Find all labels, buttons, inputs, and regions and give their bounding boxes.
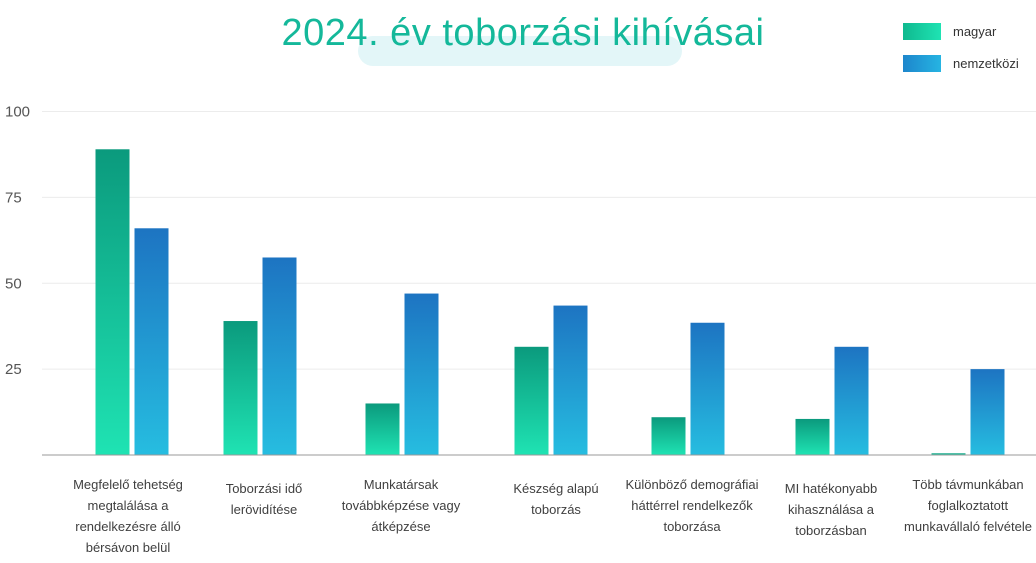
bar-magyar[interactable] xyxy=(651,417,686,455)
legend-swatch-magyar xyxy=(903,22,941,40)
x-tick-label: Megfelelő tehetség megtalálása a rendelk… xyxy=(73,477,183,555)
bar-magyar[interactable] xyxy=(95,149,130,455)
x-tick-label: MI hatékonyabb kihasználása a toborzásba… xyxy=(784,481,878,538)
title-highlight xyxy=(358,36,682,66)
y-tick-label: 75 xyxy=(5,189,22,206)
y-tick-label: 25 xyxy=(5,361,22,378)
x-tick-label: Több távmunkában foglalkoztatott munkavá… xyxy=(904,477,1032,534)
legend-label: magyar xyxy=(953,23,997,39)
bar-nemzetkozi[interactable] xyxy=(404,293,439,455)
bar-magyar[interactable] xyxy=(514,346,549,455)
bar-magyar[interactable] xyxy=(795,418,830,455)
bar-nemzetkozi[interactable] xyxy=(834,346,869,455)
legend-swatch-nemzetkozi xyxy=(903,54,941,72)
bar-magyar[interactable] xyxy=(931,453,966,455)
x-tick-label: Különböző demográfiai háttérrel rendelke… xyxy=(625,477,759,534)
x-tick-label: Toborzási idő lerövidítése xyxy=(225,481,303,517)
y-tick-label: 50 xyxy=(5,275,22,292)
bar-nemzetkozi[interactable] xyxy=(970,369,1005,455)
chart-title: 2024. év toborzási kihívásai xyxy=(281,12,765,54)
bar-nemzetkozi[interactable] xyxy=(690,322,725,455)
x-tick-label: Készség alapú toborzás xyxy=(513,481,599,517)
bar-nemzetkozi[interactable] xyxy=(262,257,297,455)
legend-label: nemzetközi xyxy=(953,55,1019,71)
x-tick-label: Munkatársak továbbképzése vagy átképzése xyxy=(341,477,461,534)
bar-nemzetkozi[interactable] xyxy=(134,228,169,455)
legend-item-magyar[interactable]: magyar xyxy=(903,22,1019,40)
bar-nemzetkozi[interactable] xyxy=(553,305,588,455)
legend-item-nemzetkozi[interactable]: nemzetközi xyxy=(903,54,1019,72)
y-tick-label: 100 xyxy=(5,104,30,121)
bar-magyar[interactable] xyxy=(223,321,258,455)
legend: magyar nemzetközi xyxy=(903,22,1019,86)
bar-magyar[interactable] xyxy=(365,403,400,455)
